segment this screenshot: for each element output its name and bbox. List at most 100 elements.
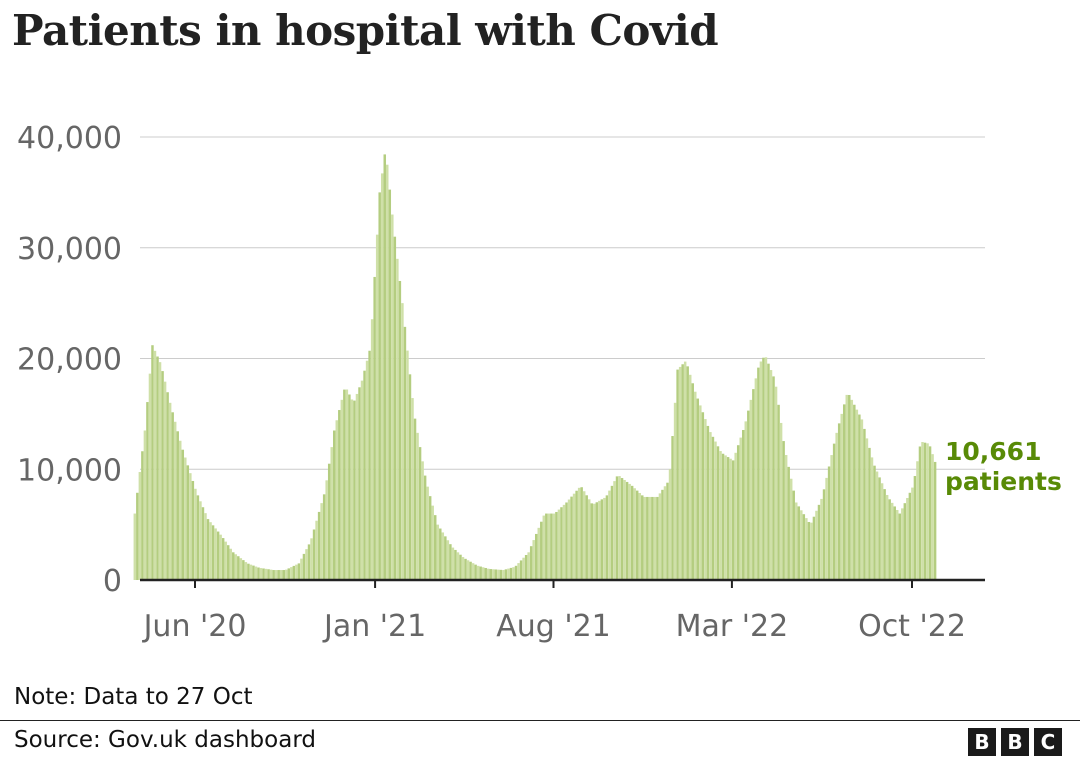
- y-tick-label: 30,000: [17, 232, 122, 267]
- annotation-label: patients: [945, 467, 1062, 496]
- bar: [487, 568, 490, 580]
- bar: [840, 413, 843, 581]
- bar: [752, 389, 755, 580]
- bar: [476, 565, 480, 580]
- bar: [588, 499, 591, 580]
- bar: [199, 501, 202, 580]
- bar: [777, 404, 780, 580]
- bar: [388, 189, 392, 581]
- bar: [787, 466, 790, 580]
- bar: [630, 485, 634, 580]
- bar: [393, 236, 397, 580]
- bar: [287, 568, 291, 580]
- bar: [426, 486, 429, 580]
- bar: [469, 561, 472, 580]
- bar: [406, 350, 409, 580]
- bar: [582, 491, 586, 580]
- bar: [307, 544, 311, 580]
- bar: [403, 326, 407, 580]
- bar: [156, 356, 159, 580]
- bar: [373, 276, 376, 580]
- bar: [439, 528, 442, 580]
- bar: [502, 570, 505, 580]
- bar: [244, 562, 248, 580]
- bar: [517, 563, 520, 580]
- bar: [348, 394, 351, 580]
- bar: [259, 568, 263, 580]
- x-tick-label: Jun '20: [142, 609, 247, 644]
- bar: [759, 361, 763, 580]
- bar: [239, 558, 243, 580]
- bar: [694, 391, 697, 580]
- bar: [274, 570, 278, 580]
- bar: [431, 505, 434, 580]
- bar: [744, 421, 747, 580]
- bar: [789, 478, 793, 580]
- bar: [782, 441, 785, 580]
- bar: [585, 495, 588, 580]
- bar: [527, 552, 530, 580]
- bar: [297, 563, 301, 580]
- bar: [815, 510, 818, 580]
- bar: [519, 560, 523, 580]
- bar: [613, 481, 616, 580]
- bar: [148, 373, 152, 580]
- bar: [557, 509, 561, 580]
- bar: [595, 502, 599, 580]
- bar: [656, 496, 659, 580]
- bar: [734, 452, 737, 580]
- bar: [234, 554, 238, 580]
- bar: [896, 509, 899, 580]
- bar: [133, 513, 137, 580]
- bar: [663, 486, 667, 580]
- chart-note: Note: Data to 27 Oct: [14, 684, 253, 710]
- bar: [784, 455, 788, 580]
- bar: [247, 563, 250, 580]
- bar: [522, 557, 525, 580]
- bar: [661, 489, 664, 580]
- bar: [772, 376, 775, 580]
- bar: [863, 428, 866, 580]
- bar: [878, 477, 881, 580]
- bar: [163, 381, 167, 580]
- bar: [633, 488, 636, 580]
- bar: [224, 541, 227, 580]
- bar: [214, 528, 217, 580]
- bar: [683, 361, 687, 580]
- bar: [668, 469, 672, 580]
- bar: [492, 569, 495, 580]
- bar: [285, 569, 288, 580]
- bar: [825, 477, 828, 580]
- bar: [322, 494, 326, 580]
- bar: [290, 567, 293, 580]
- bar: [138, 472, 142, 580]
- bar: [151, 345, 154, 580]
- bar: [605, 495, 609, 580]
- bar: [590, 503, 593, 580]
- bar: [161, 371, 164, 580]
- bar: [221, 538, 225, 580]
- bar: [325, 480, 328, 580]
- bar: [282, 570, 285, 580]
- bar: [428, 496, 432, 580]
- bar: [534, 533, 538, 580]
- bar: [850, 399, 854, 580]
- bar: [628, 483, 631, 580]
- bar: [805, 518, 808, 580]
- bar: [166, 392, 169, 580]
- bar: [370, 319, 374, 580]
- bar: [320, 503, 323, 580]
- bar: [461, 557, 465, 580]
- bar: [898, 513, 902, 580]
- bar: [555, 511, 558, 580]
- y-tick-label: 0: [103, 564, 122, 599]
- bar: [762, 357, 765, 580]
- bar: [542, 515, 546, 580]
- bar: [653, 496, 657, 580]
- bar: [575, 490, 578, 580]
- bar: [635, 490, 639, 580]
- bar: [360, 380, 364, 580]
- bar: [691, 383, 694, 580]
- bar: [386, 164, 389, 580]
- chart-source: Source: Gov.uk dashboard: [14, 727, 316, 753]
